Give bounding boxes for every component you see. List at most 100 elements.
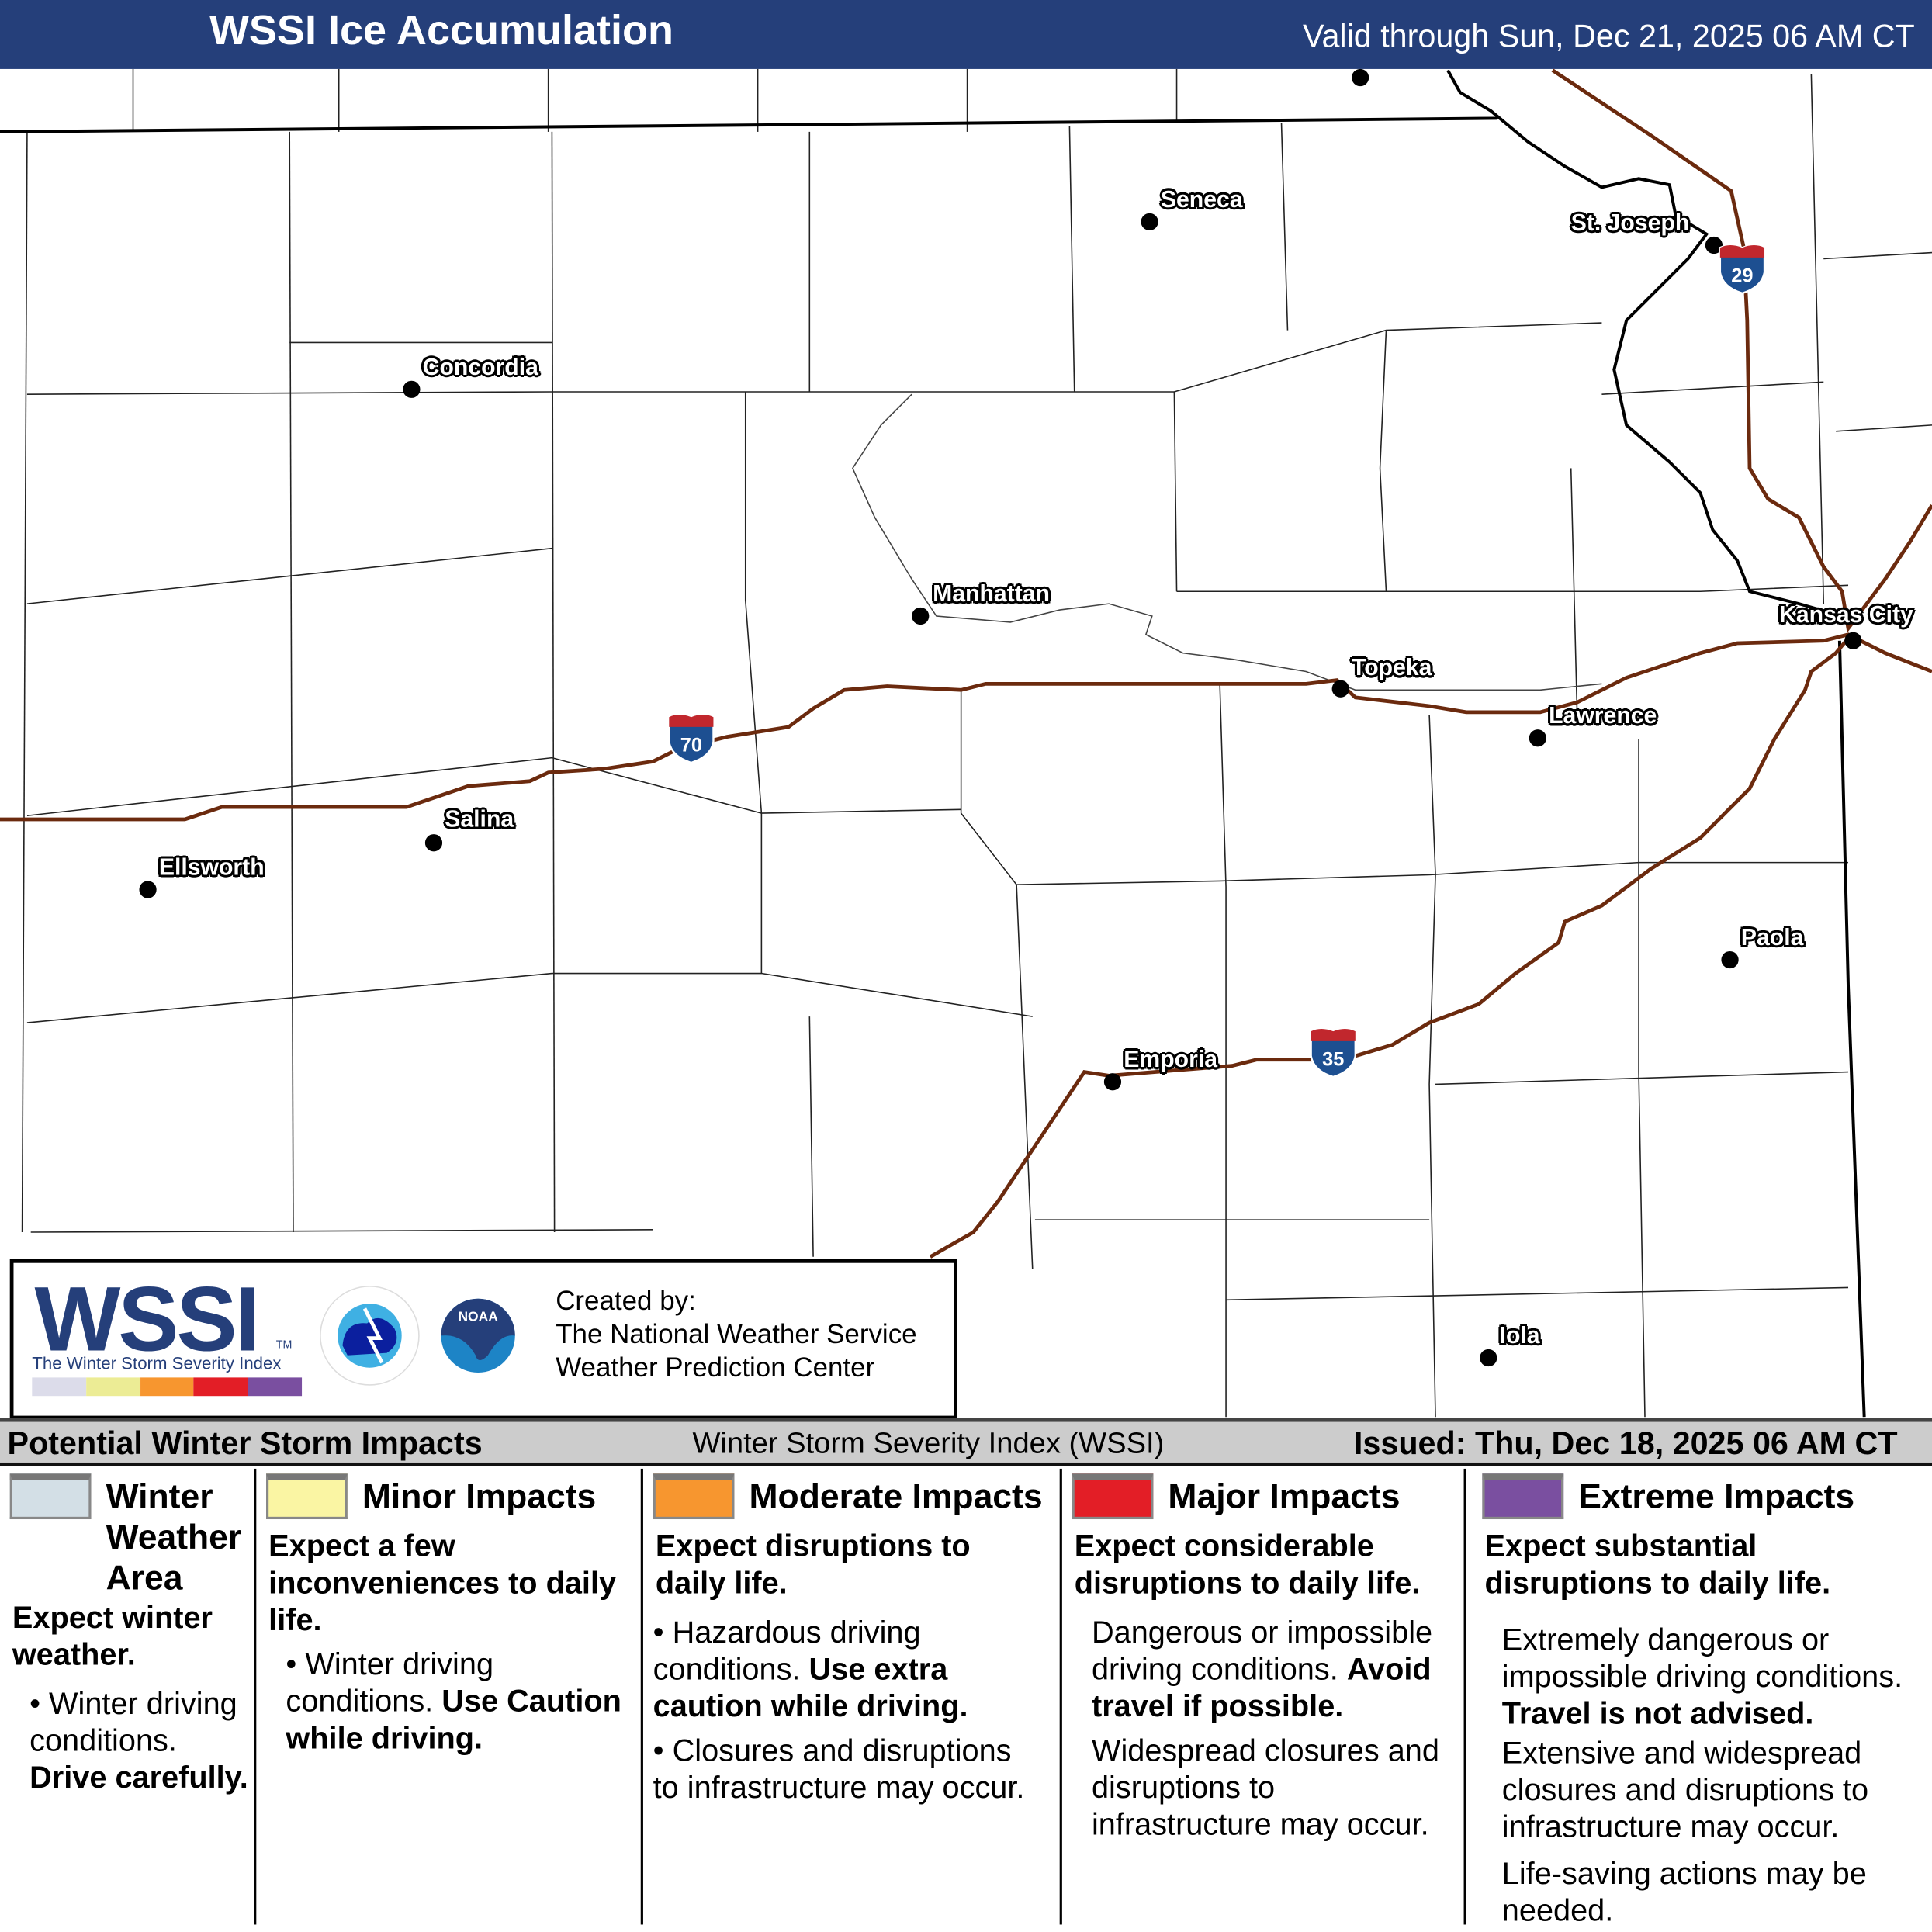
svg-text:NOAA: NOAA <box>458 1308 498 1324</box>
legend-body-text: Dangerous or impossible driving conditio… <box>1091 1615 1433 1687</box>
header: WSSI Ice Accumulation Valid through Sun,… <box>0 0 1932 69</box>
legend-bold: Use extra caution while driving. <box>653 1652 968 1724</box>
legend-swatch <box>1482 1473 1564 1520</box>
impacts-heading: Potential Winter Storm Impacts <box>7 1424 483 1462</box>
city-dot <box>1721 950 1739 969</box>
legend-lead: Expect substantial disruptions to daily … <box>1484 1529 1831 1601</box>
legend-title: Winter Weather Area <box>106 1477 242 1598</box>
city-dot <box>1844 632 1862 649</box>
interstate-shield-icon: 35 <box>1310 1027 1357 1079</box>
noaa-logo-icon: NOAA <box>428 1286 528 1385</box>
legend-bold: Travel is not advised. <box>1501 1696 1814 1732</box>
county-lines <box>21 68 1932 1418</box>
city-dot <box>403 380 421 398</box>
city-label-salina: Salina <box>445 807 514 833</box>
wssi-subtitle: The Winter Storm Severity Index <box>32 1352 282 1373</box>
city-dot <box>1331 680 1349 698</box>
wssi-color-bar <box>32 1377 303 1397</box>
impacts-title-bar: Potential Winter Storm Impacts Winter St… <box>0 1418 1932 1466</box>
city-dot <box>139 881 157 898</box>
i35-route <box>929 637 1850 1259</box>
legend-bold: Avoid travel if possible. <box>1091 1652 1432 1724</box>
legend-swatch <box>1072 1473 1154 1520</box>
legend-body2: Extensive and widespread closures and di… <box>1501 1736 1869 1845</box>
legend-body-text: Hazardous driving conditions. <box>653 1615 921 1687</box>
legend-swatch <box>653 1473 735 1520</box>
i70-route <box>0 632 1932 822</box>
trademark: TM <box>275 1338 293 1351</box>
legend-body: • Hazardous driving conditions. Use extr… <box>653 1615 968 1724</box>
legend-body-text: Winter driving conditions. <box>29 1686 237 1759</box>
index-name: Winter Storm Severity Index (WSSI) <box>692 1426 1165 1460</box>
legend-body3: Life-saving actions may be needed. <box>1501 1857 1867 1929</box>
legend-body2: • Closures and disruptions to infrastruc… <box>653 1733 1025 1806</box>
legend-major: Major Impacts Expect considerable disrup… <box>1072 1469 1462 1925</box>
i29-route <box>1551 68 1932 633</box>
legend-swatch <box>266 1473 348 1520</box>
legend-title: Extreme Impacts <box>1578 1477 1855 1516</box>
legend-extreme: Extreme Impacts Expect substantial disru… <box>1482 1469 1928 1928</box>
legend-body2-text: Closures and disruptions to infrastructu… <box>653 1733 1025 1806</box>
city-dot <box>1480 1349 1497 1367</box>
city-dot <box>424 834 443 852</box>
svg-text:70: 70 <box>680 735 702 757</box>
legend-body-text: Winter driving conditions. <box>286 1647 494 1719</box>
legend-body-text: Extremely dangerous or impossible drivin… <box>1501 1622 1903 1695</box>
kansas-river <box>851 393 1602 691</box>
legend-minor: Minor Impacts Expect a few inconvenience… <box>266 1469 635 1925</box>
interstate-shield-icon: 29 <box>1719 244 1766 295</box>
city-label-paola: Paola <box>1740 925 1804 951</box>
state-lines <box>0 116 1866 1418</box>
legend-title: Moderate Impacts <box>749 1477 1043 1516</box>
city-label-lawrence: Lawrence <box>1549 703 1657 730</box>
legend-body: • Winter driving conditions. Use Caution… <box>286 1647 621 1756</box>
legend-body: • Winter driving conditions. Drive caref… <box>29 1686 248 1795</box>
city-label-seneca: Seneca <box>1160 187 1243 213</box>
legend-title: Major Impacts <box>1168 1477 1401 1516</box>
legend-lead: Expect disruptions to daily life. <box>655 1529 971 1601</box>
divider <box>1059 1468 1062 1925</box>
legend-bold: Use Caution while driving. <box>286 1684 621 1756</box>
org-wpc: Weather Prediction Center <box>556 1352 875 1383</box>
missouri-river <box>1446 69 1843 618</box>
legend-lead: Expect winter weather. <box>12 1600 213 1672</box>
city-dot <box>1103 1073 1122 1091</box>
legend-body2: Widespread closures and disruptions to i… <box>1091 1733 1439 1843</box>
legend-title: Minor Impacts <box>362 1477 597 1516</box>
legend-winter-weather: Winter Weather Area Expect winter weathe… <box>9 1469 254 1925</box>
city-label-ellsworth: Ellsworth <box>158 855 265 881</box>
legend-lead: Expect a few inconveniences to daily lif… <box>268 1529 617 1638</box>
legend-body: Extremely dangerous or impossible drivin… <box>1502 1622 1928 1733</box>
nws-logo-icon <box>320 1286 420 1386</box>
divider <box>254 1468 257 1925</box>
city-dot <box>1141 213 1158 230</box>
city-label-kansas-city: Kansas City <box>1779 602 1913 628</box>
interstates <box>0 68 1932 1259</box>
svg-text:35: 35 <box>1322 1049 1344 1071</box>
city-label-topeka: Topeka <box>1352 655 1432 682</box>
issued-time: Issued: Thu, Dec 18, 2025 06 AM CT <box>1353 1424 1898 1462</box>
city-dot <box>1352 68 1369 87</box>
created-by: Created by: The National Weather Service… <box>556 1284 916 1384</box>
org-nws: The National Weather Service <box>556 1318 917 1349</box>
legend-lead: Expect considerable disruptions to daily… <box>1074 1529 1421 1601</box>
city-label-st-joseph: St. Joseph <box>1570 210 1690 237</box>
city-label-emporia: Emporia <box>1124 1047 1218 1074</box>
legend-moderate: Moderate Impacts Expect disruptions to d… <box>653 1469 1055 1925</box>
wssi-logo: WSSI <box>34 1268 260 1370</box>
legend-bold: Drive carefully. <box>29 1761 248 1795</box>
legend-swatch <box>9 1473 92 1520</box>
legend-body: Dangerous or impossible driving conditio… <box>1092 1614 1461 1725</box>
base-map <box>0 68 1932 1418</box>
city-label-iola: Iola <box>1499 1323 1540 1349</box>
city-dot <box>1705 236 1723 254</box>
interstate-shield-icon: 70 <box>668 713 715 764</box>
divider <box>1463 1468 1466 1925</box>
created-by-label: Created by: <box>556 1285 696 1316</box>
svg-text:29: 29 <box>1731 265 1753 287</box>
city-dot <box>912 607 930 625</box>
divider <box>640 1468 643 1925</box>
city-dot <box>1529 729 1546 747</box>
valid-time: Valid through Sun, Dec 21, 2025 06 AM CT <box>1302 17 1915 54</box>
